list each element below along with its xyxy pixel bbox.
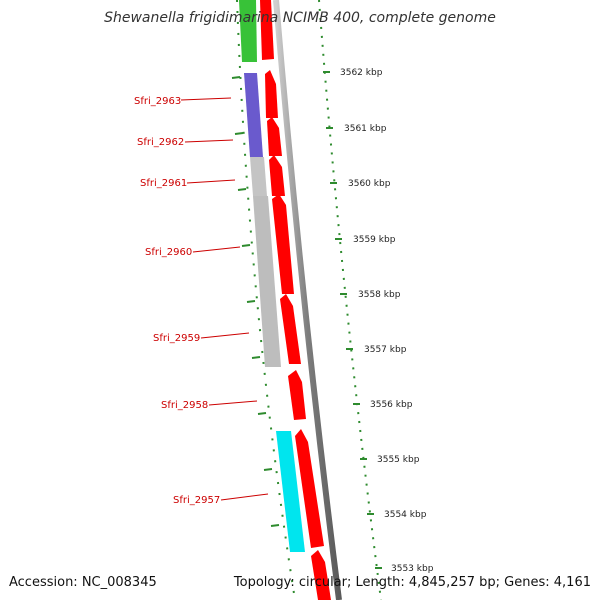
cog-block-green [239,0,257,62]
cds-arrow [267,117,282,156]
kbp-label-3554: 3554 kbp [384,510,427,520]
kbp-ticks [323,71,382,569]
cds-arrow [260,0,274,60]
accession-text: Accession: NC_008345 [9,575,157,590]
gene-label-sfri-2963[interactable]: Sfri_2963 [134,96,181,107]
gene-leaders [180,97,269,501]
kbp-label-3556: 3556 kbp [370,400,413,410]
cog-block-gray-2 [253,196,281,367]
kbp-label-3559: 3559 kbp [353,235,396,245]
cds-arrow [269,155,285,196]
cds-features [260,0,331,600]
cog-blocks [239,0,305,552]
kbp-label-3560: 3560 kbp [348,179,391,189]
cds-arrow [311,550,331,600]
cds-arrow [295,429,324,548]
cog-block-cyan [276,431,305,552]
genome-backbone [273,0,342,600]
gene-label-sfri-2959[interactable]: Sfri_2959 [153,333,200,344]
cds-arrow [272,194,294,294]
kbp-label-3553: 3553 kbp [391,564,434,574]
gene-label-sfri-2957[interactable]: Sfri_2957 [173,495,220,506]
cds-arrow [280,294,301,364]
inner-ticks [231,76,280,527]
map-title: Shewanella frigidimarina NCIMB 400, comp… [104,10,496,26]
gene-label-sfri-2962[interactable]: Sfri_2962 [137,137,184,148]
kbp-label-3561: 3561 kbp [344,124,387,134]
kbp-label-3555: 3555 kbp [377,455,420,465]
kbp-label-3562: 3562 kbp [340,68,383,78]
kbp-label-3557: 3557 kbp [364,345,407,355]
cog-block-gray-1 [250,157,267,196]
gene-label-sfri-2960[interactable]: Sfri_2960 [145,247,192,258]
cds-arrow [288,370,306,420]
gene-label-sfri-2958[interactable]: Sfri_2958 [161,400,208,411]
cds-arrow [265,70,278,118]
cog-block-purple [244,73,263,157]
inner-dotted-line [236,0,296,600]
kbp-labels: 3562 kbp 3561 kbp 3560 kbp 3559 kbp 3558… [340,68,434,574]
gene-label-sfri-2961[interactable]: Sfri_2961 [140,178,187,189]
gene-labels: Sfri_2963 Sfri_2962 Sfri_2961 Sfri_2960 … [134,96,220,506]
topology-summary-text: Topology: circular; Length: 4,845,257 bp… [233,575,591,590]
kbp-label-3558: 3558 kbp [358,290,401,300]
